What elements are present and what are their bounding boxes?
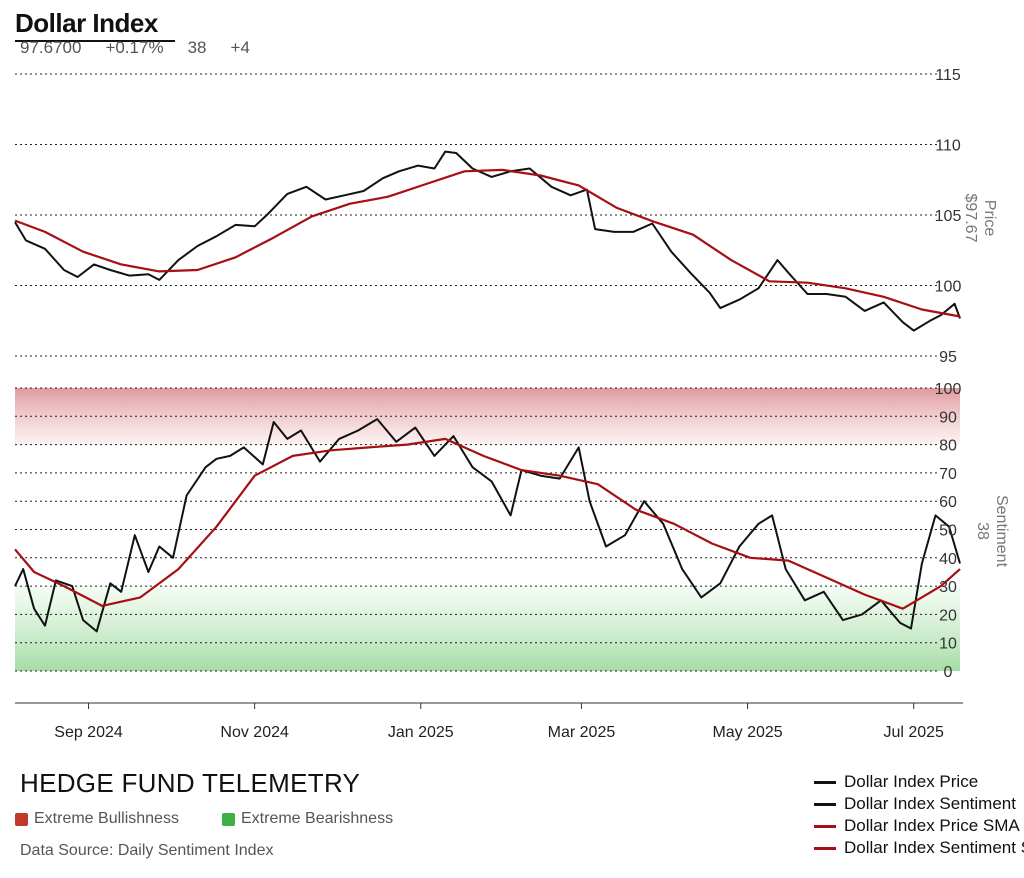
title-underline — [15, 40, 175, 42]
legend-line-icon — [814, 780, 836, 784]
sentiment-tick-label: 90 — [939, 409, 957, 426]
grid-lines — [15, 73, 938, 672]
chart-title: Dollar Index — [15, 8, 158, 38]
price-tick-label: 110 — [935, 138, 961, 155]
legend-item-price[interactable]: Dollar Index Price — [814, 771, 1024, 793]
price-tick-label: 95 — [939, 349, 957, 366]
x-tick-label: Jul 2025 — [883, 724, 944, 741]
sentiment-change: +4 — [230, 38, 250, 57]
legend-label: Dollar Index Price SMA — [844, 816, 1020, 835]
sentiment-tick-label: 20 — [939, 607, 957, 624]
sentiment-value: 38 — [187, 38, 207, 57]
key-extreme-bullishness: Extreme Bullishness — [15, 810, 179, 828]
legend-item-sentiment[interactable]: Dollar Index Sentiment — [814, 793, 1024, 815]
sentiment-tick-label: 0 — [944, 664, 953, 681]
key-extreme-bearishness: Extreme Bearishness — [222, 810, 393, 828]
bearish-label: Extreme Bearishness — [241, 810, 394, 827]
brand-name: HEDGE FUND TELEMETRY — [20, 768, 361, 798]
x-tick-label: Nov 2024 — [220, 724, 289, 741]
bullish-swatch — [15, 812, 28, 826]
price-tick-label: 105 — [935, 208, 962, 225]
x-tick-label: May 2025 — [712, 724, 782, 741]
sentiment-tick-label: 10 — [939, 636, 957, 653]
dollar-index-price-line — [14, 150, 961, 332]
price-tick-label: 100 — [935, 279, 962, 296]
legend-label: Dollar Index Price — [844, 772, 979, 791]
axes: 95 100 105 110 115 0 10 20 30 40 50 60 70 80 90 100 Sep … — [54, 67, 961, 741]
sentiment-zones — [15, 388, 960, 671]
legend-label: Dollar Index Sentiment SMA — [844, 838, 1024, 857]
bearish-swatch — [222, 812, 235, 826]
price-tick-label: 115 — [935, 67, 961, 84]
data-source: Data Source: Daily Sentiment Index — [20, 842, 274, 859]
legend-line-icon — [814, 824, 836, 828]
legend-item-price-sma[interactable]: Dollar Index Price SMA — [814, 815, 1024, 837]
extreme-bullish-zone — [15, 388, 960, 445]
legend-item-sentiment-sma[interactable]: Dollar Index Sentiment SMA — [814, 837, 1024, 859]
dollar-index-sentiment-sma-line — [14, 437, 961, 610]
legend-label: Dollar Index Sentiment — [844, 794, 1016, 813]
extreme-bearish-zone — [15, 586, 960, 671]
last-price: 97.6700 — [20, 38, 82, 57]
sentiment-tick-label: 50 — [939, 523, 957, 540]
sentiment-tick-label: 60 — [939, 494, 957, 511]
bullish-label: Extreme Bullishness — [34, 810, 179, 827]
legend: Dollar Index Price Dollar Index Sentimen… — [814, 771, 1024, 859]
x-tick-label: Mar 2025 — [548, 724, 616, 741]
dollar-index-price-sma-line — [14, 168, 961, 318]
sentiment-tick-label: 70 — [939, 466, 957, 483]
price-axis-value: $97.67 — [962, 194, 979, 243]
legend-line-icon — [814, 802, 836, 806]
sentiment-tick-label: 30 — [939, 579, 957, 596]
sentiment-tick-label: 100 — [935, 381, 962, 398]
x-tick-label: Jan 2025 — [388, 724, 454, 741]
sentiment-axis-label: Sentiment — [993, 495, 1010, 568]
series-lines — [14, 150, 961, 633]
dollar-index-sentiment-line — [14, 418, 961, 633]
legend-line-icon — [814, 846, 836, 850]
quote-stats: 97.6700 +0.17% 38 +4 — [20, 38, 250, 58]
sentiment-tick-label: 40 — [939, 551, 957, 568]
x-tick-label: Sep 2024 — [54, 724, 123, 741]
percent-change: +0.17% — [105, 38, 164, 57]
sentiment-axis-value: 38 — [974, 522, 991, 540]
price-axis-label: Price — [981, 200, 998, 237]
sentiment-tick-label: 80 — [939, 438, 957, 455]
